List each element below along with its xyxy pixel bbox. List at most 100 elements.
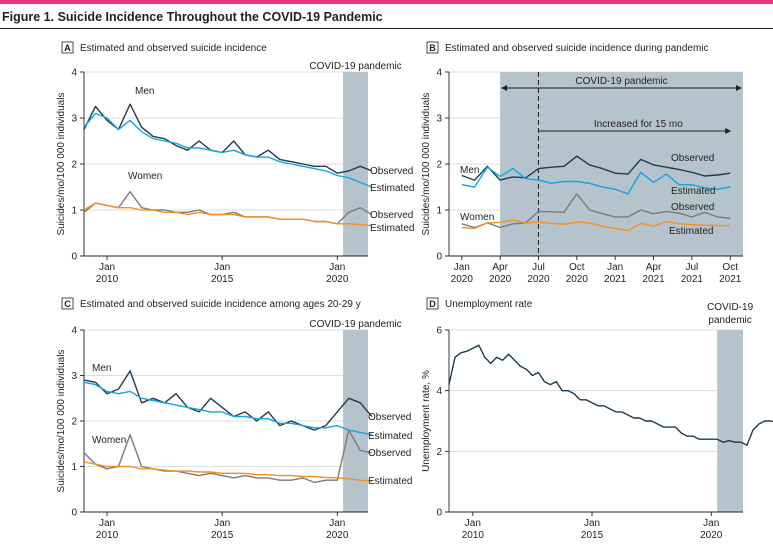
series-line-men-observed bbox=[461, 155, 731, 181]
shade-label: COVID-19 pandemic bbox=[309, 61, 401, 72]
y-tick-label: 0 bbox=[71, 252, 77, 263]
y-tick-label: 3 bbox=[436, 114, 442, 125]
y-tick-label: 2 bbox=[436, 447, 442, 458]
data-lines bbox=[448, 344, 773, 447]
y-axis-label: Suicides/mo/100 000 individuals bbox=[421, 93, 432, 236]
shade-label-line-1: COVID-19 bbox=[707, 302, 754, 313]
data-lines bbox=[83, 103, 373, 227]
x-tick-label: Oct bbox=[722, 262, 738, 273]
y-tick-label: 4 bbox=[71, 68, 77, 79]
label-men-observed: Observed bbox=[370, 166, 413, 177]
covid-shaded-region bbox=[343, 330, 368, 512]
arrow-head-left bbox=[501, 85, 508, 91]
label-men-observed: Observed bbox=[671, 153, 714, 164]
panel-letter-box bbox=[426, 297, 439, 310]
label-women: Women bbox=[460, 212, 494, 223]
axes: 01234Jan2020Apr2020Jul2020Oct2020Jan2021… bbox=[436, 68, 743, 285]
label-women: Women bbox=[92, 435, 126, 446]
label-men: Men bbox=[460, 165, 479, 176]
y-tick-label: 3 bbox=[71, 114, 77, 125]
panel-a-header: A Estimated and observed suicide inciden… bbox=[61, 41, 267, 54]
x-tick-label: 2020 bbox=[566, 274, 589, 285]
x-tick-label: Apr bbox=[646, 262, 662, 273]
x-tick-label: Jan bbox=[214, 262, 230, 273]
panel-letter: A bbox=[64, 43, 71, 53]
x-tick-label: Jan bbox=[99, 518, 115, 529]
panel-letter-box bbox=[426, 41, 439, 54]
shade-label: COVID-19 pandemic bbox=[575, 76, 667, 87]
x-tick-label: 2021 bbox=[719, 274, 742, 285]
panel-title: Estimated and observed suicide incidence… bbox=[80, 299, 361, 310]
covid-shaded-region bbox=[343, 72, 368, 256]
data-lines bbox=[461, 155, 731, 232]
y-tick-label: 0 bbox=[436, 252, 442, 263]
title-rule bbox=[0, 28, 773, 29]
y-tick-label: 0 bbox=[71, 508, 77, 519]
annotations bbox=[501, 72, 742, 256]
label-women-observed: Observed bbox=[671, 202, 714, 213]
y-tick-label: 4 bbox=[436, 68, 442, 79]
increase-annotation-label: Increased for 15 mo bbox=[594, 119, 683, 130]
label-women-estimated: Estimated bbox=[368, 476, 412, 487]
label-women-estimated: Estimated bbox=[669, 226, 713, 237]
y-tick-label: 6 bbox=[436, 326, 442, 337]
series-line-women-estimated bbox=[83, 461, 372, 482]
y-tick-label: 4 bbox=[436, 386, 442, 397]
series-line-women-observed bbox=[461, 193, 731, 229]
x-tick-label: Jan bbox=[214, 518, 230, 529]
y-tick-label: 2 bbox=[436, 160, 442, 171]
figure-title: Figure 1. Suicide Incidence Throughout t… bbox=[2, 10, 383, 24]
series-line-men-estimated bbox=[83, 112, 373, 188]
arrow-head-increase bbox=[725, 128, 732, 134]
panel-letter: B bbox=[429, 43, 436, 53]
x-tick-label: 2021 bbox=[604, 274, 627, 285]
x-tick-label: Jan bbox=[99, 262, 115, 273]
panel-c-header: C Estimated and observed suicide inciden… bbox=[61, 297, 361, 310]
panel-b-chart: B Estimated and observed suicide inciden… bbox=[421, 41, 743, 285]
panel-letter: C bbox=[64, 299, 71, 309]
accent-bar bbox=[0, 0, 773, 4]
series-line-men-estimated bbox=[83, 381, 372, 436]
label-women-observed: Observed bbox=[370, 210, 413, 221]
label-women-observed: Observed bbox=[368, 448, 411, 459]
x-tick-label: Jan bbox=[584, 518, 600, 529]
y-tick-label: 0 bbox=[436, 508, 442, 519]
panel-letter: D bbox=[429, 299, 436, 309]
x-tick-label: 2010 bbox=[96, 274, 119, 285]
panel-b-header: B Estimated and observed suicide inciden… bbox=[426, 41, 709, 54]
grid-lines bbox=[84, 71, 368, 211]
x-tick-label: 2020 bbox=[700, 530, 723, 541]
x-tick-label: 2015 bbox=[211, 530, 234, 541]
panel-title: Estimated and observed suicide incidence bbox=[80, 43, 267, 54]
label-men-observed: Observed bbox=[368, 412, 411, 423]
y-axis-label: Unemployment rate, % bbox=[421, 370, 432, 472]
x-tick-label: Jan bbox=[329, 262, 345, 273]
series-line-women-estimated bbox=[83, 202, 372, 227]
panel-d-header: D Unemployment rate bbox=[426, 297, 533, 310]
x-tick-label: 2021 bbox=[681, 274, 704, 285]
label-men: Men bbox=[92, 363, 111, 374]
x-tick-label: Jul bbox=[685, 262, 698, 273]
shade-label: COVID-19 pandemic bbox=[309, 319, 401, 330]
series-line-women-observed bbox=[83, 429, 372, 484]
series-line-women-estimated bbox=[461, 219, 731, 232]
y-tick-label: 2 bbox=[71, 160, 77, 171]
x-tick-label: Jul bbox=[532, 262, 545, 273]
x-tick-label: 2020 bbox=[326, 274, 349, 285]
panel-d-chart: D Unemployment rate COVID-19 pandemic 0 2… bbox=[421, 297, 773, 541]
series-line-men-estimated bbox=[461, 166, 731, 195]
x-tick-label: 2020 bbox=[527, 274, 550, 285]
x-tick-label: Jan bbox=[465, 518, 481, 529]
arrow-head-right bbox=[736, 85, 742, 91]
panel-a-chart: A Estimated and observed suicide inciden… bbox=[56, 41, 414, 285]
grid-lines bbox=[449, 329, 743, 452]
x-tick-label: Jan bbox=[607, 262, 623, 273]
x-tick-label: Jan bbox=[329, 518, 345, 529]
shade-label-line-2: pandemic bbox=[708, 315, 751, 326]
x-tick-label: Jan bbox=[703, 518, 719, 529]
panel-letter-box bbox=[61, 297, 74, 310]
x-tick-label: Apr bbox=[492, 262, 508, 273]
x-tick-label: 2020 bbox=[451, 274, 474, 285]
